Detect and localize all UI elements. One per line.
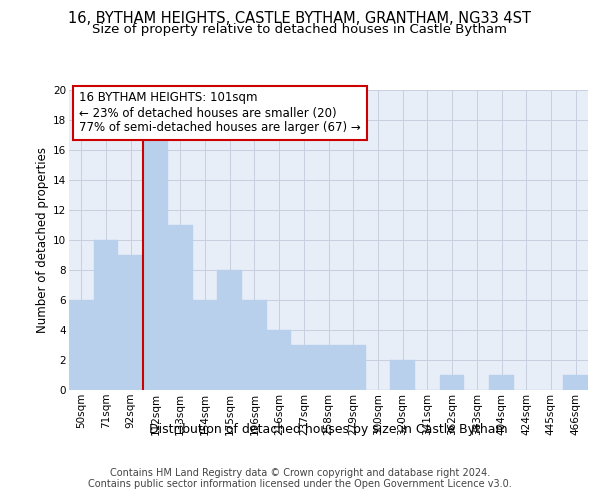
Bar: [267, 330, 292, 390]
Text: Contains HM Land Registry data © Crown copyright and database right 2024.: Contains HM Land Registry data © Crown c…: [110, 468, 490, 477]
Bar: [341, 345, 365, 390]
Bar: [143, 135, 168, 390]
Bar: [242, 300, 267, 390]
Text: Size of property relative to detached houses in Castle Bytham: Size of property relative to detached ho…: [92, 22, 508, 36]
Bar: [563, 375, 588, 390]
Bar: [292, 345, 316, 390]
Bar: [440, 375, 464, 390]
Bar: [390, 360, 415, 390]
Bar: [118, 255, 143, 390]
Text: Contains public sector information licensed under the Open Government Licence v3: Contains public sector information licen…: [88, 479, 512, 489]
Bar: [316, 345, 341, 390]
Y-axis label: Number of detached properties: Number of detached properties: [36, 147, 49, 333]
Bar: [168, 225, 193, 390]
Text: Distribution of detached houses by size in Castle Bytham: Distribution of detached houses by size …: [149, 422, 508, 436]
Text: 16, BYTHAM HEIGHTS, CASTLE BYTHAM, GRANTHAM, NG33 4ST: 16, BYTHAM HEIGHTS, CASTLE BYTHAM, GRANT…: [68, 11, 532, 26]
Bar: [217, 270, 242, 390]
Bar: [193, 300, 217, 390]
Bar: [489, 375, 514, 390]
Bar: [94, 240, 118, 390]
Bar: [69, 300, 94, 390]
Text: 16 BYTHAM HEIGHTS: 101sqm
← 23% of detached houses are smaller (20)
77% of semi-: 16 BYTHAM HEIGHTS: 101sqm ← 23% of detac…: [79, 92, 361, 134]
